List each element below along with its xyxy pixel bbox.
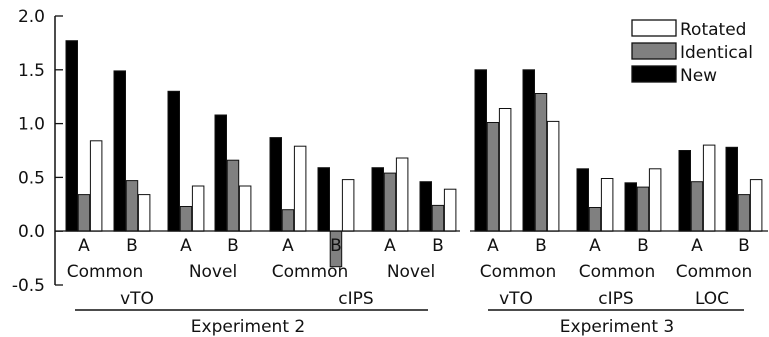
bar-new [678, 150, 691, 232]
category-label: A [487, 236, 499, 256]
region-label: cIPS [598, 289, 633, 309]
bar-new [269, 137, 282, 232]
y-axis [54, 16, 768, 285]
category-label: B [227, 236, 239, 256]
category-label: A [180, 236, 192, 256]
category-label: B [126, 236, 138, 256]
region-label: LOC [695, 289, 729, 309]
legend-label-new: New [680, 66, 717, 86]
legend: Rotated Identical New [631, 19, 753, 86]
pair-label: Common [272, 262, 349, 282]
category-label: A [78, 236, 90, 256]
bar-identical [737, 194, 751, 232]
legend-label-identical: Identical [680, 43, 753, 63]
bar-identical [179, 206, 193, 232]
legend-label-rotated: Rotated [680, 20, 746, 40]
bar-rotated [341, 179, 355, 232]
bar-rotated [191, 185, 205, 232]
bar-identical [486, 122, 500, 232]
y-tick-label: 1.0 [18, 115, 45, 135]
bar-new [113, 70, 126, 232]
bar-new [474, 69, 487, 232]
bar-new [419, 181, 432, 232]
y-tick-label: 0.5 [18, 168, 45, 188]
category-label: A [691, 236, 703, 256]
bar-rotated [293, 145, 307, 232]
y-ticks: -0.5 0.0 0.5 1.0 1.5 2.0 [12, 7, 63, 296]
bar-identical [226, 159, 240, 232]
bar-new [167, 90, 180, 232]
bars-layer [65, 40, 763, 268]
category-label: B [330, 236, 342, 256]
experiment-label: Experiment 2 [191, 317, 305, 337]
pair-label: Common [676, 262, 753, 282]
region-label: vTO [120, 289, 154, 309]
category-label: A [589, 236, 601, 256]
bar-rotated [137, 194, 151, 232]
pair-label: Common [579, 262, 656, 282]
category-label: B [738, 236, 750, 256]
bar-identical [125, 180, 139, 232]
y-tick-label: -0.5 [12, 276, 45, 296]
y-tick-label: 0.0 [18, 222, 45, 242]
region-labels: vTO cIPS vTO cIPS LOC [120, 289, 729, 309]
pair-label: Novel [189, 262, 237, 282]
legend-swatch-rotated [631, 19, 677, 37]
bar-new [317, 167, 330, 232]
region-label: vTO [499, 289, 533, 309]
bar-rotated [238, 185, 252, 232]
pair-label: Common [67, 262, 144, 282]
region-label: cIPS [338, 289, 373, 309]
bar-identical [636, 186, 650, 232]
bar-rotated [443, 188, 457, 232]
category-label: B [637, 236, 649, 256]
category-label: B [432, 236, 444, 256]
bar-rotated [600, 178, 614, 232]
bar-rotated [395, 157, 409, 232]
category-label: A [384, 236, 396, 256]
experiment-label: Experiment 3 [560, 317, 674, 337]
bar-rotated [749, 179, 763, 232]
legend-swatch-identical [631, 42, 677, 60]
bar-identical [383, 172, 397, 232]
category-label: A [282, 236, 294, 256]
bar-rotated [498, 108, 512, 232]
bar-new [214, 114, 227, 232]
bar-new [65, 40, 78, 232]
bar-rotated [89, 140, 103, 232]
bar-new [522, 69, 535, 232]
bar-new [725, 146, 738, 232]
bar-identical [77, 194, 91, 232]
y-tick-label: 1.5 [18, 61, 45, 81]
bar-new [371, 167, 384, 232]
legend-swatch-new [631, 65, 677, 83]
bar-identical [534, 93, 548, 232]
bar-identical [281, 209, 295, 232]
bar-new [624, 182, 637, 232]
pair-label: Novel [387, 262, 435, 282]
bar-rotated [648, 168, 662, 232]
bar-rotated [702, 144, 716, 232]
bar-identical [431, 204, 445, 232]
bar-identical [690, 181, 704, 232]
bar-rotated [546, 120, 560, 232]
bar-new [576, 168, 589, 232]
pair-label: Common [480, 262, 557, 282]
y-tick-label: 2.0 [18, 7, 45, 27]
pair-labels: Common Novel Common Novel Common Common … [67, 262, 753, 282]
category-label: B [535, 236, 547, 256]
bar-identical [588, 207, 602, 232]
